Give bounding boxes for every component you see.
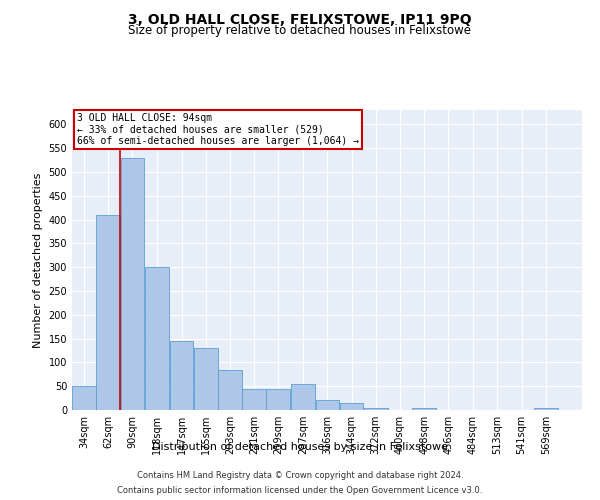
Text: Size of property relative to detached houses in Felixstowe: Size of property relative to detached ho… (128, 24, 472, 37)
Bar (121, 158, 144, 410)
Text: Contains HM Land Registry data © Crown copyright and database right 2024.: Contains HM Land Registry data © Crown c… (137, 471, 463, 480)
Bar (218, 370, 242, 410)
Bar (290, 384, 315, 410)
Bar (170, 341, 193, 410)
Bar (364, 408, 388, 410)
Bar (266, 388, 290, 410)
Bar (534, 408, 557, 410)
Y-axis label: Number of detached properties: Number of detached properties (33, 172, 43, 348)
Bar (340, 403, 364, 410)
Bar (72, 386, 96, 410)
Text: 3 OLD HALL CLOSE: 94sqm
← 33% of detached houses are smaller (529)
66% of semi-d: 3 OLD HALL CLOSE: 94sqm ← 33% of detache… (77, 113, 359, 146)
Bar (242, 388, 266, 410)
Bar (412, 408, 436, 410)
Text: 3, OLD HALL CLOSE, FELIXSTOWE, IP11 9PQ: 3, OLD HALL CLOSE, FELIXSTOWE, IP11 9PQ (128, 12, 472, 26)
Bar (97, 215, 120, 410)
Text: Distribution of detached houses by size in Felixstowe: Distribution of detached houses by size … (152, 442, 448, 452)
Bar (194, 348, 218, 410)
Bar (316, 400, 339, 410)
Bar (145, 267, 169, 410)
Text: Contains public sector information licensed under the Open Government Licence v3: Contains public sector information licen… (118, 486, 482, 495)
